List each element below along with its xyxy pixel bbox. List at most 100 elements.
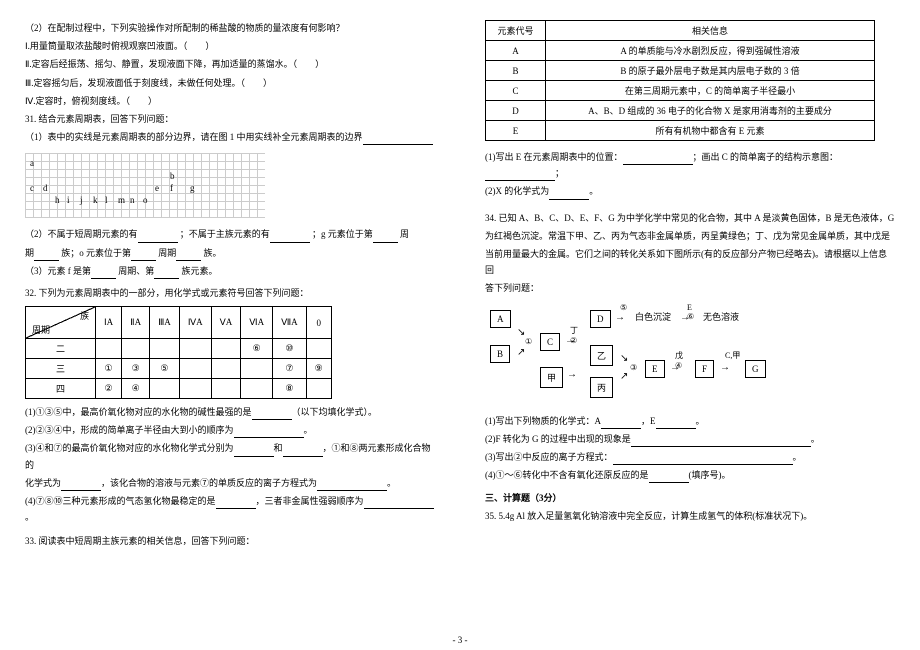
q34-1: (1)写出下列物质的化学式：A ，E 。 <box>485 413 895 429</box>
gl-f: f <box>170 183 173 193</box>
t: ； <box>555 168 564 178</box>
blank <box>613 454 793 465</box>
t: 。 <box>696 416 705 426</box>
cell: ⑥ <box>241 339 273 359</box>
q2-3: Ⅲ.定容摇匀后，发现液面低于刻度线，未做任何处理。（ ） <box>25 75 435 91</box>
table-row: 四②④⑧ <box>26 379 332 399</box>
label: C,甲 <box>725 350 740 361</box>
cell: A、B、D 组成的 36 电子的化合物 X 是家用消毒剂的主要成分 <box>546 101 875 121</box>
q34-4: (4)①～⑥转化中不含有氧化还原反应的是(填序号)。 <box>485 467 895 483</box>
gl-h: h <box>55 195 60 205</box>
row-label: 二 <box>26 339 96 359</box>
right-page: 元素代号相关信息 AA 的单质能与冷水剧烈反应，得到强碱性溶液 BB 的原子最外… <box>460 0 920 650</box>
periodic-table: 族周期 ⅠA ⅡA ⅢA ⅣA ⅤA ⅥA ⅦA 0 二⑥⑩ 三①③⑤⑦⑨ 四②… <box>25 306 332 399</box>
t: (3)④和⑦的最高价氧化物对应的水化物化学式分别为 <box>25 443 234 453</box>
t: （2）不属于短周期元素的有 <box>25 229 138 239</box>
t: 期 <box>25 248 34 258</box>
label-bai: 白色沉淀 <box>635 310 671 323</box>
blank <box>131 250 156 261</box>
label: ⑤ <box>620 303 627 312</box>
q31-3: （3）元素 f 是第 周期、第 族元素。 <box>25 263 435 279</box>
t: ，该化合物的溶液与元素⑦的单质反应的离子方程式为 <box>101 478 317 488</box>
gl-c: c <box>30 183 34 193</box>
box-e: E <box>645 360 665 378</box>
blank <box>216 498 256 509</box>
blank <box>373 232 398 243</box>
col: ⅥA <box>241 307 273 339</box>
blank <box>176 250 201 261</box>
cell: B <box>486 61 546 81</box>
arrow: ↘ <box>620 353 628 364</box>
label: ① <box>525 337 532 346</box>
blank <box>61 480 101 491</box>
box-b: B <box>490 345 510 363</box>
table-row: 二⑥⑩ <box>26 339 332 359</box>
diag-bot: 周期 <box>32 323 50 336</box>
q31-1: （1）表中的实线是元素周期表的部分边界，请在图 1 中用实线补全元素周期表的边界 <box>25 129 435 145</box>
q34c: 当前用量最大的金属。它们之间的转化关系如下图所示(有的反应部分产物已经略去)。请… <box>485 246 895 278</box>
gl-g: g <box>190 183 195 193</box>
grid-bg <box>25 153 265 218</box>
cell: C <box>486 81 546 101</box>
gl-e: e <box>155 183 159 193</box>
cell: ② <box>96 379 122 399</box>
q34b: 为红褐色沉淀。常温下甲、乙、丙为气态非金属单质，丙呈黄绿色；丁、戊为常见金属单质… <box>485 228 895 244</box>
q34d: 答下列问题： <box>485 280 895 296</box>
blank <box>623 154 693 165</box>
t: 周期 <box>158 248 176 258</box>
cell: 所有有机物中都含有 E 元素 <box>546 121 875 141</box>
q34: 34. 已知 A、B、C、D、E、F、G 为中学化学中常见的化合物，其中 A 是… <box>485 210 895 226</box>
blank <box>252 409 292 420</box>
row-label: 三 <box>26 359 96 379</box>
q2-1: Ⅰ.用量筒量取浓盐酸时俯视观察凹液面。（ ） <box>25 38 435 54</box>
box-c: C <box>540 333 560 351</box>
t: (3)写出②中反应的离子方程式： <box>485 452 613 462</box>
blank <box>317 480 387 491</box>
col: ⅢA <box>150 307 180 339</box>
page-number: - 3 - <box>453 635 468 645</box>
col: ⅦA <box>273 307 307 339</box>
cell: 在第三周期元素中，C 的简单离子半径最小 <box>546 81 875 101</box>
rq1: (1)写出 E 在元素周期表中的位置：；画出 C 的简单离子的结构示意图：； <box>485 149 895 181</box>
gl-k: k <box>93 195 98 205</box>
cell: B 的原子最外层电子数是其内层电子数的 3 倍 <box>546 61 875 81</box>
cell: ⑧ <box>273 379 307 399</box>
q32-1: (1)①③⑤中，最高价氧化物对应的水化物的碱性最强的是（以下均填化学式）。 <box>25 404 435 420</box>
q35: 35. 5.4g Al 放入足量氢氧化钠溶液中完全反应，计算生成氢气的体积(标准… <box>485 508 895 524</box>
table-row: 族周期 ⅠA ⅡA ⅢA ⅣA ⅤA ⅥA ⅦA 0 <box>26 307 332 339</box>
gl-d: d <box>43 183 48 193</box>
t: ，E <box>641 416 656 426</box>
arrow: ↗ <box>620 371 628 382</box>
t: (2)②③④中，形成的简单离子半径由大到小的顺序为 <box>25 425 234 435</box>
cell: ⑨ <box>306 359 331 379</box>
diag-cell: 族周期 <box>26 307 96 339</box>
q32: 32. 下列为元素周期表中的一部分，用化学式或元素符号回答下列问题： <box>25 285 435 301</box>
t: (1)①③⑤中，最高价氧化物对应的水化物的碱性最强的是 <box>25 407 252 417</box>
table-row: DA、B、D 组成的 36 电子的化合物 X 是家用消毒剂的主要成分 <box>486 101 875 121</box>
blank <box>485 170 555 181</box>
gl-j: j <box>80 195 83 205</box>
t: （3）元素 f 是第 <box>25 266 91 276</box>
blank <box>34 250 59 261</box>
gl-a: a <box>30 158 34 168</box>
t: 。 <box>811 434 820 444</box>
t: (1)写出下列物质的化学式：A <box>485 416 601 426</box>
table-row: BB 的原子最外层电子数是其内层电子数的 3 倍 <box>486 61 875 81</box>
t: (4)⑦⑧⑩三种元素形成的气态氢化物最稳定的是 <box>25 496 216 506</box>
q32-3: (3)④和⑦的最高价氧化物对应的水化物化学式分别为和，①和⑧两元素形成化合物的 <box>25 440 435 472</box>
table-row: E所有有机物中都含有 E 元素 <box>486 121 875 141</box>
t: 和 <box>274 443 283 453</box>
blank <box>234 427 304 438</box>
gl-l: l <box>105 195 108 205</box>
cell: ⑦ <box>273 359 307 379</box>
section-3: 三、计算题（3分） <box>485 491 895 504</box>
label: 丁② <box>570 325 578 345</box>
th: 元素代号 <box>486 21 546 41</box>
q33: 33. 阅读表中短周期主族元素的相关信息，回答下列问题： <box>25 533 435 549</box>
col: ⅡA <box>122 307 150 339</box>
gl-n: n <box>130 195 135 205</box>
flowchart: A B ↘ ↗ ① C 甲 丁② D 乙 丙 ⑤ 白色沉淀 E⑥ 无色溶液 ↘ … <box>485 305 865 405</box>
q31: 31. 结合元素周期表，回答下列问题： <box>25 111 435 127</box>
blank <box>631 436 811 447</box>
blank <box>91 268 116 279</box>
